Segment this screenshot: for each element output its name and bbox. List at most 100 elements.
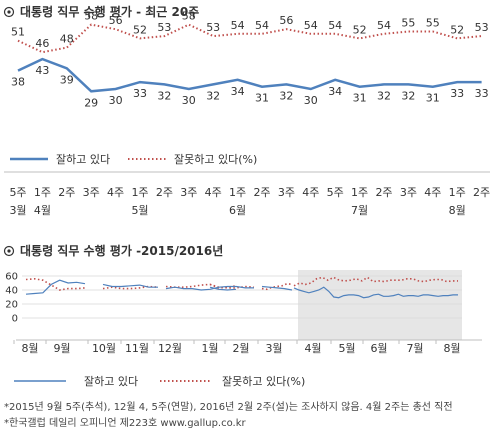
bottom-series-approve xyxy=(165,285,254,291)
x-tick-label: 5월 xyxy=(338,342,355,355)
x-tick-month: 6월 xyxy=(229,204,246,217)
data-label-approve: 29 xyxy=(84,96,98,109)
data-label-approve: 30 xyxy=(304,94,318,107)
bottom-series-disapprove xyxy=(209,283,237,289)
x-tick-label: 4월 xyxy=(304,342,321,355)
data-label-approve: 43 xyxy=(35,64,49,77)
x-tick-label: 8월 xyxy=(443,342,460,355)
data-label-disapprove: 54 xyxy=(377,19,391,32)
data-label-disapprove: 54 xyxy=(328,19,342,32)
x-tick-month: 3월 xyxy=(9,204,26,217)
data-label-disapprove: 55 xyxy=(401,17,415,30)
x-tick-label: 9월 xyxy=(53,342,70,355)
data-label-disapprove: 53 xyxy=(475,21,489,34)
bottom-series-approve xyxy=(209,286,237,291)
x-tick-label: 7월 xyxy=(406,342,423,355)
data-label-disapprove: 53 xyxy=(157,21,171,34)
data-label-disapprove: 58 xyxy=(182,10,196,23)
bottom-series-approve xyxy=(25,279,86,295)
data-label-approve: 30 xyxy=(182,94,196,107)
y-tick-label: 20 xyxy=(5,300,18,311)
data-label-approve: 33 xyxy=(133,87,147,100)
bottom-series-disapprove xyxy=(293,276,458,287)
title-1-icon xyxy=(3,6,15,18)
x-tick-label: 12월 xyxy=(158,342,182,355)
x-tick-label: 10월 xyxy=(92,342,116,355)
x-tick-week: 3주 xyxy=(400,186,417,199)
title-2-icon xyxy=(3,245,15,257)
x-tick-week: 2주 xyxy=(375,186,392,199)
bottom-series-approve xyxy=(102,283,158,288)
x-tick-week: 3주 xyxy=(180,186,197,199)
legend-approve-label-1: 잘하고 있다 xyxy=(56,152,110,166)
x-tick-week: 1주 xyxy=(229,186,246,199)
data-label-approve: 31 xyxy=(353,92,367,105)
x-tick-week: 4주 xyxy=(107,186,124,199)
x-tick-label: 6월 xyxy=(370,342,387,355)
x-tick-week: 1주 xyxy=(34,186,51,199)
legend-disapprove-label-1: 잘못하고 있다(%) xyxy=(174,152,257,166)
data-label-approve: 32 xyxy=(377,89,391,102)
x-tick-week: 4주 xyxy=(205,186,222,199)
x-tick-week: 2주 xyxy=(253,186,270,199)
x-tick-label: 8월 xyxy=(21,342,38,355)
data-label-disapprove: 53 xyxy=(206,21,220,34)
bottom-series-disapprove xyxy=(25,277,86,291)
data-label-approve: 32 xyxy=(157,89,171,102)
x-tick-week: 3주 xyxy=(278,186,295,199)
data-label-disapprove: 48 xyxy=(60,33,74,46)
legend-disapprove-label-2: 잘못하고 있다(%) xyxy=(222,374,305,388)
x-tick-label: 2월 xyxy=(232,342,249,355)
footnote-survey: *2015년 9월 5주(추석), 12월 4, 5주(연말), 2016년 2… xyxy=(4,402,453,413)
data-label-disapprove: 52 xyxy=(353,23,367,36)
data-label-disapprove: 58 xyxy=(84,10,98,23)
data-label-approve: 34 xyxy=(231,85,245,98)
data-label-disapprove: 54 xyxy=(231,19,245,32)
top-series-disapprove xyxy=(17,23,482,54)
x-tick-label: 3월 xyxy=(265,342,282,355)
x-tick-week: 1주 xyxy=(449,186,466,199)
data-label-disapprove: 55 xyxy=(426,17,440,30)
data-label-approve: 33 xyxy=(450,87,464,100)
y-tick-label: 40 xyxy=(5,286,18,297)
data-label-approve: 32 xyxy=(279,89,293,102)
data-label-disapprove: 46 xyxy=(35,37,49,50)
bottom-series-disapprove xyxy=(261,282,293,291)
x-tick-week: 4주 xyxy=(302,186,319,199)
data-label-approve: 39 xyxy=(60,73,74,86)
recent-20-weeks-highlight xyxy=(298,270,462,340)
data-label-disapprove: 54 xyxy=(304,19,318,32)
y-tick-label: 60 xyxy=(5,272,18,283)
data-label-disapprove: 54 xyxy=(255,19,269,32)
x-tick-month: 4월 xyxy=(34,204,51,217)
x-tick-week: 5주 xyxy=(9,186,26,199)
chart-title-2015-2016: 대통령 직무 수행 평가 -2015/2016년 xyxy=(20,243,223,258)
footnote-source: *한국갤럽 데일리 오피니언 제223호 www.gallup.co.kr xyxy=(4,418,246,429)
data-label-disapprove: 51 xyxy=(11,26,25,39)
legend-approve-label-2: 잘하고 있다 xyxy=(84,374,138,388)
bottom-series-disapprove xyxy=(102,285,159,290)
x-tick-month: 7월 xyxy=(351,204,368,217)
data-label-disapprove: 52 xyxy=(133,23,147,36)
data-label-approve: 34 xyxy=(328,85,342,98)
data-label-disapprove: 56 xyxy=(109,14,123,27)
x-tick-week: 1주 xyxy=(351,186,368,199)
x-tick-label: 11월 xyxy=(125,342,149,355)
x-tick-week: 4주 xyxy=(424,186,441,199)
data-label-disapprove: 52 xyxy=(450,23,464,36)
bottom-series-approve xyxy=(293,286,458,299)
data-label-disapprove: 56 xyxy=(279,14,293,27)
x-tick-week: 2주 xyxy=(58,186,75,199)
x-tick-label: 1월 xyxy=(201,342,218,355)
data-label-approve: 30 xyxy=(109,94,123,107)
data-label-approve: 31 xyxy=(255,92,269,105)
x-tick-week: 3주 xyxy=(83,186,100,199)
bottom-series-approve xyxy=(261,285,293,291)
data-label-approve: 31 xyxy=(426,92,440,105)
x-tick-week: 5주 xyxy=(327,186,344,199)
data-label-approve: 32 xyxy=(401,89,415,102)
chart-title-recent: 대통령 직무 수행 평가 - 최근 20주 xyxy=(20,4,199,19)
y-tick-label: 0 xyxy=(12,314,18,325)
data-label-approve: 33 xyxy=(475,87,489,100)
